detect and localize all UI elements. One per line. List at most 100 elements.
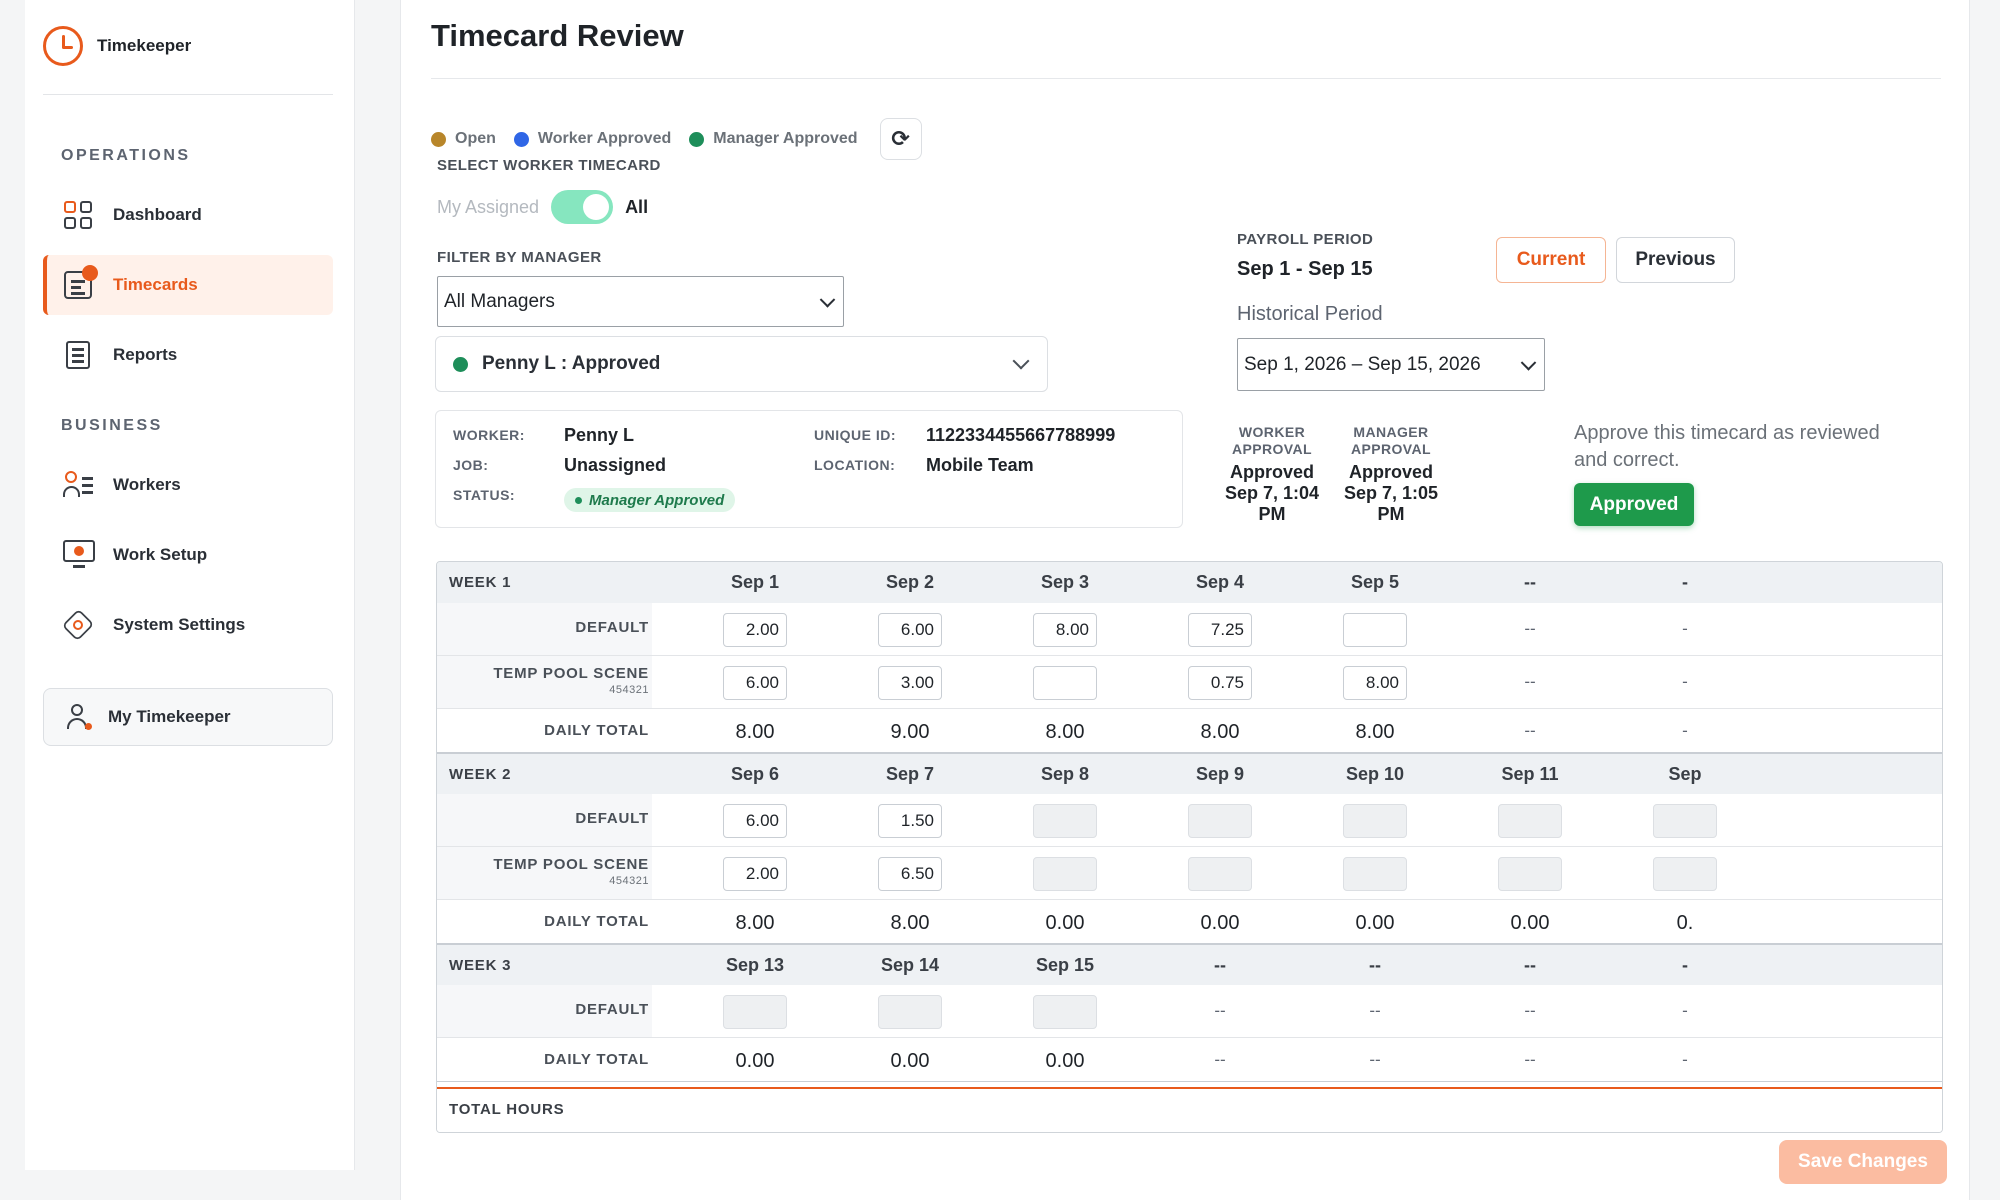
daily-total-value: -- [1369,1050,1381,1069]
day-header: Sep 15 [1035,955,1095,975]
hours-input [1653,857,1717,891]
table-row: TEMP POOL SCENE 454321 6.00 3.00 0.75 8.00 -- - [437,656,1942,709]
daily-total-value: 0.00 [1045,1050,1085,1072]
status-badge: Manager Approved [564,488,736,512]
legend-label: Open [455,130,496,147]
status-dot [453,356,468,372]
sidebar-item-label: Workers [113,475,181,494]
daily-total-value: 8.00 [1045,721,1085,743]
empty-cell: -- [1524,1001,1536,1020]
sidebar-item-system-settings[interactable]: System Settings [43,595,333,655]
row-label-cell [437,794,652,846]
hours-input[interactable]: 2.00 [723,857,787,891]
section-label-business: BUSINESS [61,417,163,434]
assigned-all-toggle[interactable] [551,190,614,224]
historical-period-select[interactable]: Sep 1, 2026 – Sep 15, 2026 [1237,338,1545,391]
daily-total-label: DAILY TOTAL [544,913,649,930]
daily-total-row: DAILY TOTAL 8.00 9.00 8.00 8.00 8.00 -- - [437,709,1942,753]
divider [431,78,1941,79]
table-row: DEFAULT 6.00 1.50 [437,794,1942,847]
sidebar-item-timecards[interactable]: Timecards [43,255,333,315]
work-setup-icon [63,540,95,570]
legend-item-open: Open [431,130,496,148]
daily-total-value: -- [1524,1050,1536,1069]
row-label: TEMP POOL SCENE [493,856,649,873]
hours-input[interactable]: 3.00 [878,666,942,700]
location-value: Mobile Team [926,455,1034,475]
sidebar-item-reports[interactable]: Reports [43,325,333,385]
refresh-icon: ⟳ [891,126,910,151]
previous-period-button[interactable]: Previous [1616,237,1735,283]
manager-filter-value: All Managers [444,290,555,312]
job-key: JOB: [453,457,489,473]
manager-filter-select[interactable]: All Managers [437,276,844,327]
hours-input[interactable] [1033,666,1097,700]
hours-input[interactable]: 2.00 [723,613,787,647]
legend-label: Worker Approved [537,130,672,147]
day-header: -- [1214,955,1226,975]
timecard-icon [63,265,98,300]
hours-input[interactable]: 6.00 [723,666,787,700]
refresh-button[interactable]: ⟳ [879,118,922,160]
daily-total-value: 9.00 [890,721,930,743]
daily-total-value: 8.00 [735,912,775,934]
worker-value: Penny L [564,425,635,445]
chevron-down-icon [1520,354,1537,371]
table-row: TEMP POOL SCENE 454321 2.00 6.50 [437,847,1942,900]
select-worker-label: SELECT WORKER TIMECARD [437,157,661,174]
manager-approval: MANAGER APPROVAL Approved Sep 7, 1:05 PM [1335,424,1447,525]
hours-input [1343,857,1407,891]
status-key: STATUS: [453,487,516,503]
row-label: DEFAULT [575,810,649,827]
row-label-cell [437,656,652,708]
brand[interactable]: Timekeeper [43,26,191,66]
toggle-left-label: My Assigned [437,196,540,217]
day-header: Sep 8 [1040,764,1090,784]
sidebar: Timekeeper OPERATIONS Dashboard Timecard… [25,0,355,1170]
toggle-right-label: All [625,196,649,217]
sidebar-item-work-setup[interactable]: Work Setup [43,525,333,585]
hours-input[interactable]: 8.00 [1343,666,1407,700]
daily-total-value: 0.00 [890,1050,930,1072]
daily-total-value: 0.00 [735,1050,775,1072]
current-period-button[interactable]: Current [1496,237,1606,283]
approved-button[interactable]: Approved [1574,483,1694,526]
hours-input[interactable]: 6.00 [878,613,942,647]
daily-total-value: 0.00 [1355,912,1395,934]
day-header: Sep [1668,764,1702,784]
daily-total-row: DAILY TOTAL 0.00 0.00 0.00 -- -- -- - [437,1038,1942,1082]
sidebar-item-dashboard[interactable]: Dashboard [43,185,333,245]
my-timekeeper-button[interactable]: My Timekeeper [43,688,333,746]
row-label-cell [437,1038,652,1081]
daily-total-label: DAILY TOTAL [544,1051,649,1068]
hours-input[interactable]: 7.25 [1188,613,1252,647]
hours-input [1653,804,1717,838]
hours-input [878,995,942,1029]
week-label: WEEK 3 [449,957,512,974]
week-label: WEEK 1 [449,574,512,591]
worker-approval-head: APPROVAL [1232,441,1312,457]
worker-info-card: WORKER: Penny L JOB: Unassigned STATUS: … [435,410,1183,528]
sidebar-item-label: Work Setup [113,545,208,564]
row-label: DEFAULT [575,619,649,636]
hours-input[interactable]: 0.75 [1188,666,1252,700]
sidebar-item-workers[interactable]: Workers [43,455,333,515]
row-label-cell [437,603,652,655]
worker-approval-value: Approved [1229,462,1314,482]
day-header: - [1682,955,1688,975]
hours-input[interactable] [1343,613,1407,647]
save-changes-button[interactable]: Save Changes [1779,1140,1947,1184]
hours-input[interactable]: 1.50 [878,804,942,838]
legend-item-manager-approved: Manager Approved [689,130,858,148]
manager-approval-head: APPROVAL [1351,441,1431,457]
table-row: DEFAULT -- -- -- - [437,985,1942,1038]
week-header-row: WEEK 1 Sep 1 Sep 2 Sep 3 Sep 4 Sep 5 -- - [437,562,1942,603]
hours-input[interactable]: 6.00 [723,804,787,838]
toggle-knob [583,194,610,220]
row-label-cell [437,985,652,1037]
unique-id-value: 1122334455667788999 [926,425,1116,445]
hours-input[interactable]: 8.00 [1033,613,1097,647]
hours-input[interactable]: 6.50 [878,857,942,891]
worker-timecard-select[interactable]: Penny L : Approved [435,336,1048,392]
chevron-down-icon [819,291,836,308]
